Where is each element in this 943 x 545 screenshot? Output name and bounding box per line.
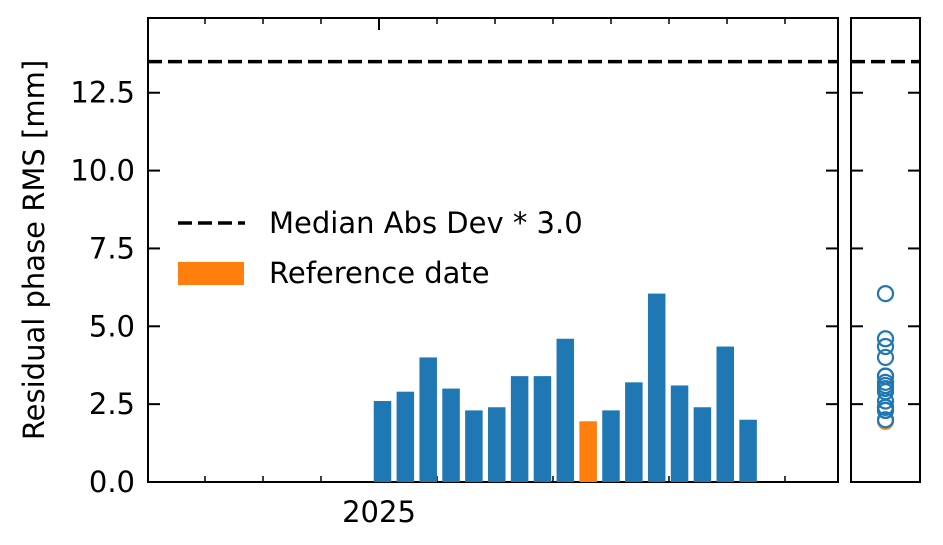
y-tick-label: 0.0 [89, 465, 135, 499]
bar [442, 388, 460, 482]
point [876, 330, 895, 348]
point [876, 398, 895, 416]
side-frame [850, 17, 921, 483]
legend-reference-label: Reference date [269, 256, 490, 290]
bar [716, 346, 734, 482]
bar [396, 391, 415, 482]
point [876, 337, 895, 356]
y-tick-label: 10.0 [70, 154, 135, 188]
reference-bar [579, 421, 597, 482]
point [876, 367, 895, 385]
point [876, 348, 895, 367]
bar [602, 410, 620, 482]
y-tick-label: 2.5 [89, 387, 135, 421]
bar [488, 407, 506, 482]
side-axes [850, 17, 921, 483]
bar [533, 376, 552, 482]
main-axes: 0.0 2.5 5.0 7.5 10.0 12.5 2025 [70, 17, 839, 529]
bar [510, 376, 529, 482]
bar [739, 419, 757, 482]
point [876, 284, 895, 303]
point [876, 376, 895, 395]
legend: Median Abs Dev * 3.0 Reference date [178, 206, 583, 290]
bar [465, 410, 483, 482]
point [876, 411, 895, 429]
bar [419, 357, 437, 482]
bar [693, 407, 712, 482]
x-tick-label: 2025 [342, 495, 416, 529]
legend-threshold-label: Median Abs Dev * 3.0 [269, 206, 583, 240]
y-tick-label: 12.5 [70, 76, 135, 110]
y-tick-label: 5.0 [89, 309, 135, 343]
bar [670, 385, 689, 482]
bar [556, 338, 575, 482]
bar [647, 293, 666, 482]
bar [625, 382, 643, 482]
bar [373, 401, 392, 482]
y-tick-label: 7.5 [89, 231, 135, 265]
legend-reference-swatch [178, 262, 244, 285]
y-axis-label: Residual phase RMS [mm] [17, 60, 51, 440]
